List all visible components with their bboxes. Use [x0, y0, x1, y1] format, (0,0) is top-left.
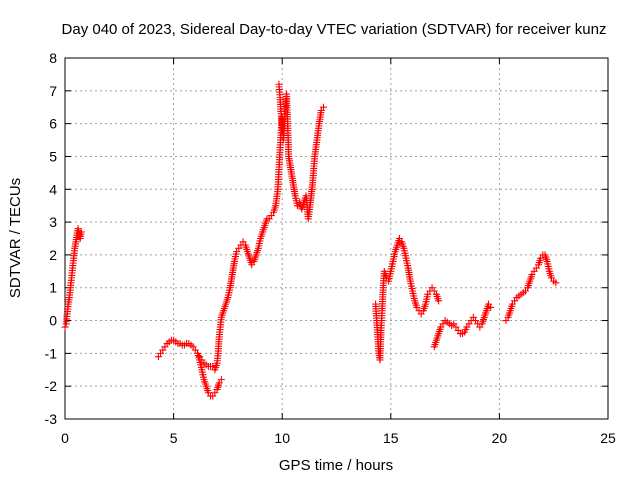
axis-ticks [64, 57, 609, 420]
y-tick-label: -3 [45, 411, 58, 427]
y-tick-labels: -3 -2 -1 0 1 2 3 4 5 6 7 8 [45, 50, 58, 427]
data-point [319, 103, 327, 111]
y-tick-label: 5 [49, 148, 57, 164]
y-tick-label: 0 [49, 313, 57, 329]
data-points [61, 80, 560, 400]
x-tick-label: 10 [274, 430, 290, 446]
data-point [278, 126, 286, 134]
grid [65, 58, 608, 419]
data-point [435, 297, 443, 305]
x-tick-label: 15 [383, 430, 399, 446]
x-tick-label: 0 [61, 430, 69, 446]
y-tick-label: 2 [49, 247, 57, 263]
chart-title: Day 040 of 2023, Sidereal Day-to-day VTE… [62, 21, 607, 38]
plot-frame [64, 57, 609, 420]
x-tick-label: 20 [492, 430, 508, 446]
y-tick-label: 8 [49, 50, 57, 66]
y-tick-label: -2 [45, 378, 58, 394]
x-tick-labels: 0 5 10 15 20 25 [61, 430, 616, 446]
data-point [552, 279, 560, 287]
data-point [61, 323, 69, 331]
data-point [487, 303, 495, 311]
data-point [77, 228, 85, 236]
y-axis-label: SDTVAR / TECUs [7, 178, 24, 298]
y-tick-label: 6 [49, 116, 57, 132]
x-tick-label: 25 [600, 430, 616, 446]
y-tick-label: 3 [49, 214, 57, 230]
y-tick-label: 4 [49, 181, 57, 197]
y-tick-label: -1 [45, 345, 58, 361]
y-tick-label: 7 [49, 83, 57, 99]
data-point [217, 376, 225, 384]
x-tick-label: 5 [170, 430, 178, 446]
y-tick-label: 1 [49, 280, 57, 296]
x-axis-label: GPS time / hours [279, 457, 393, 474]
